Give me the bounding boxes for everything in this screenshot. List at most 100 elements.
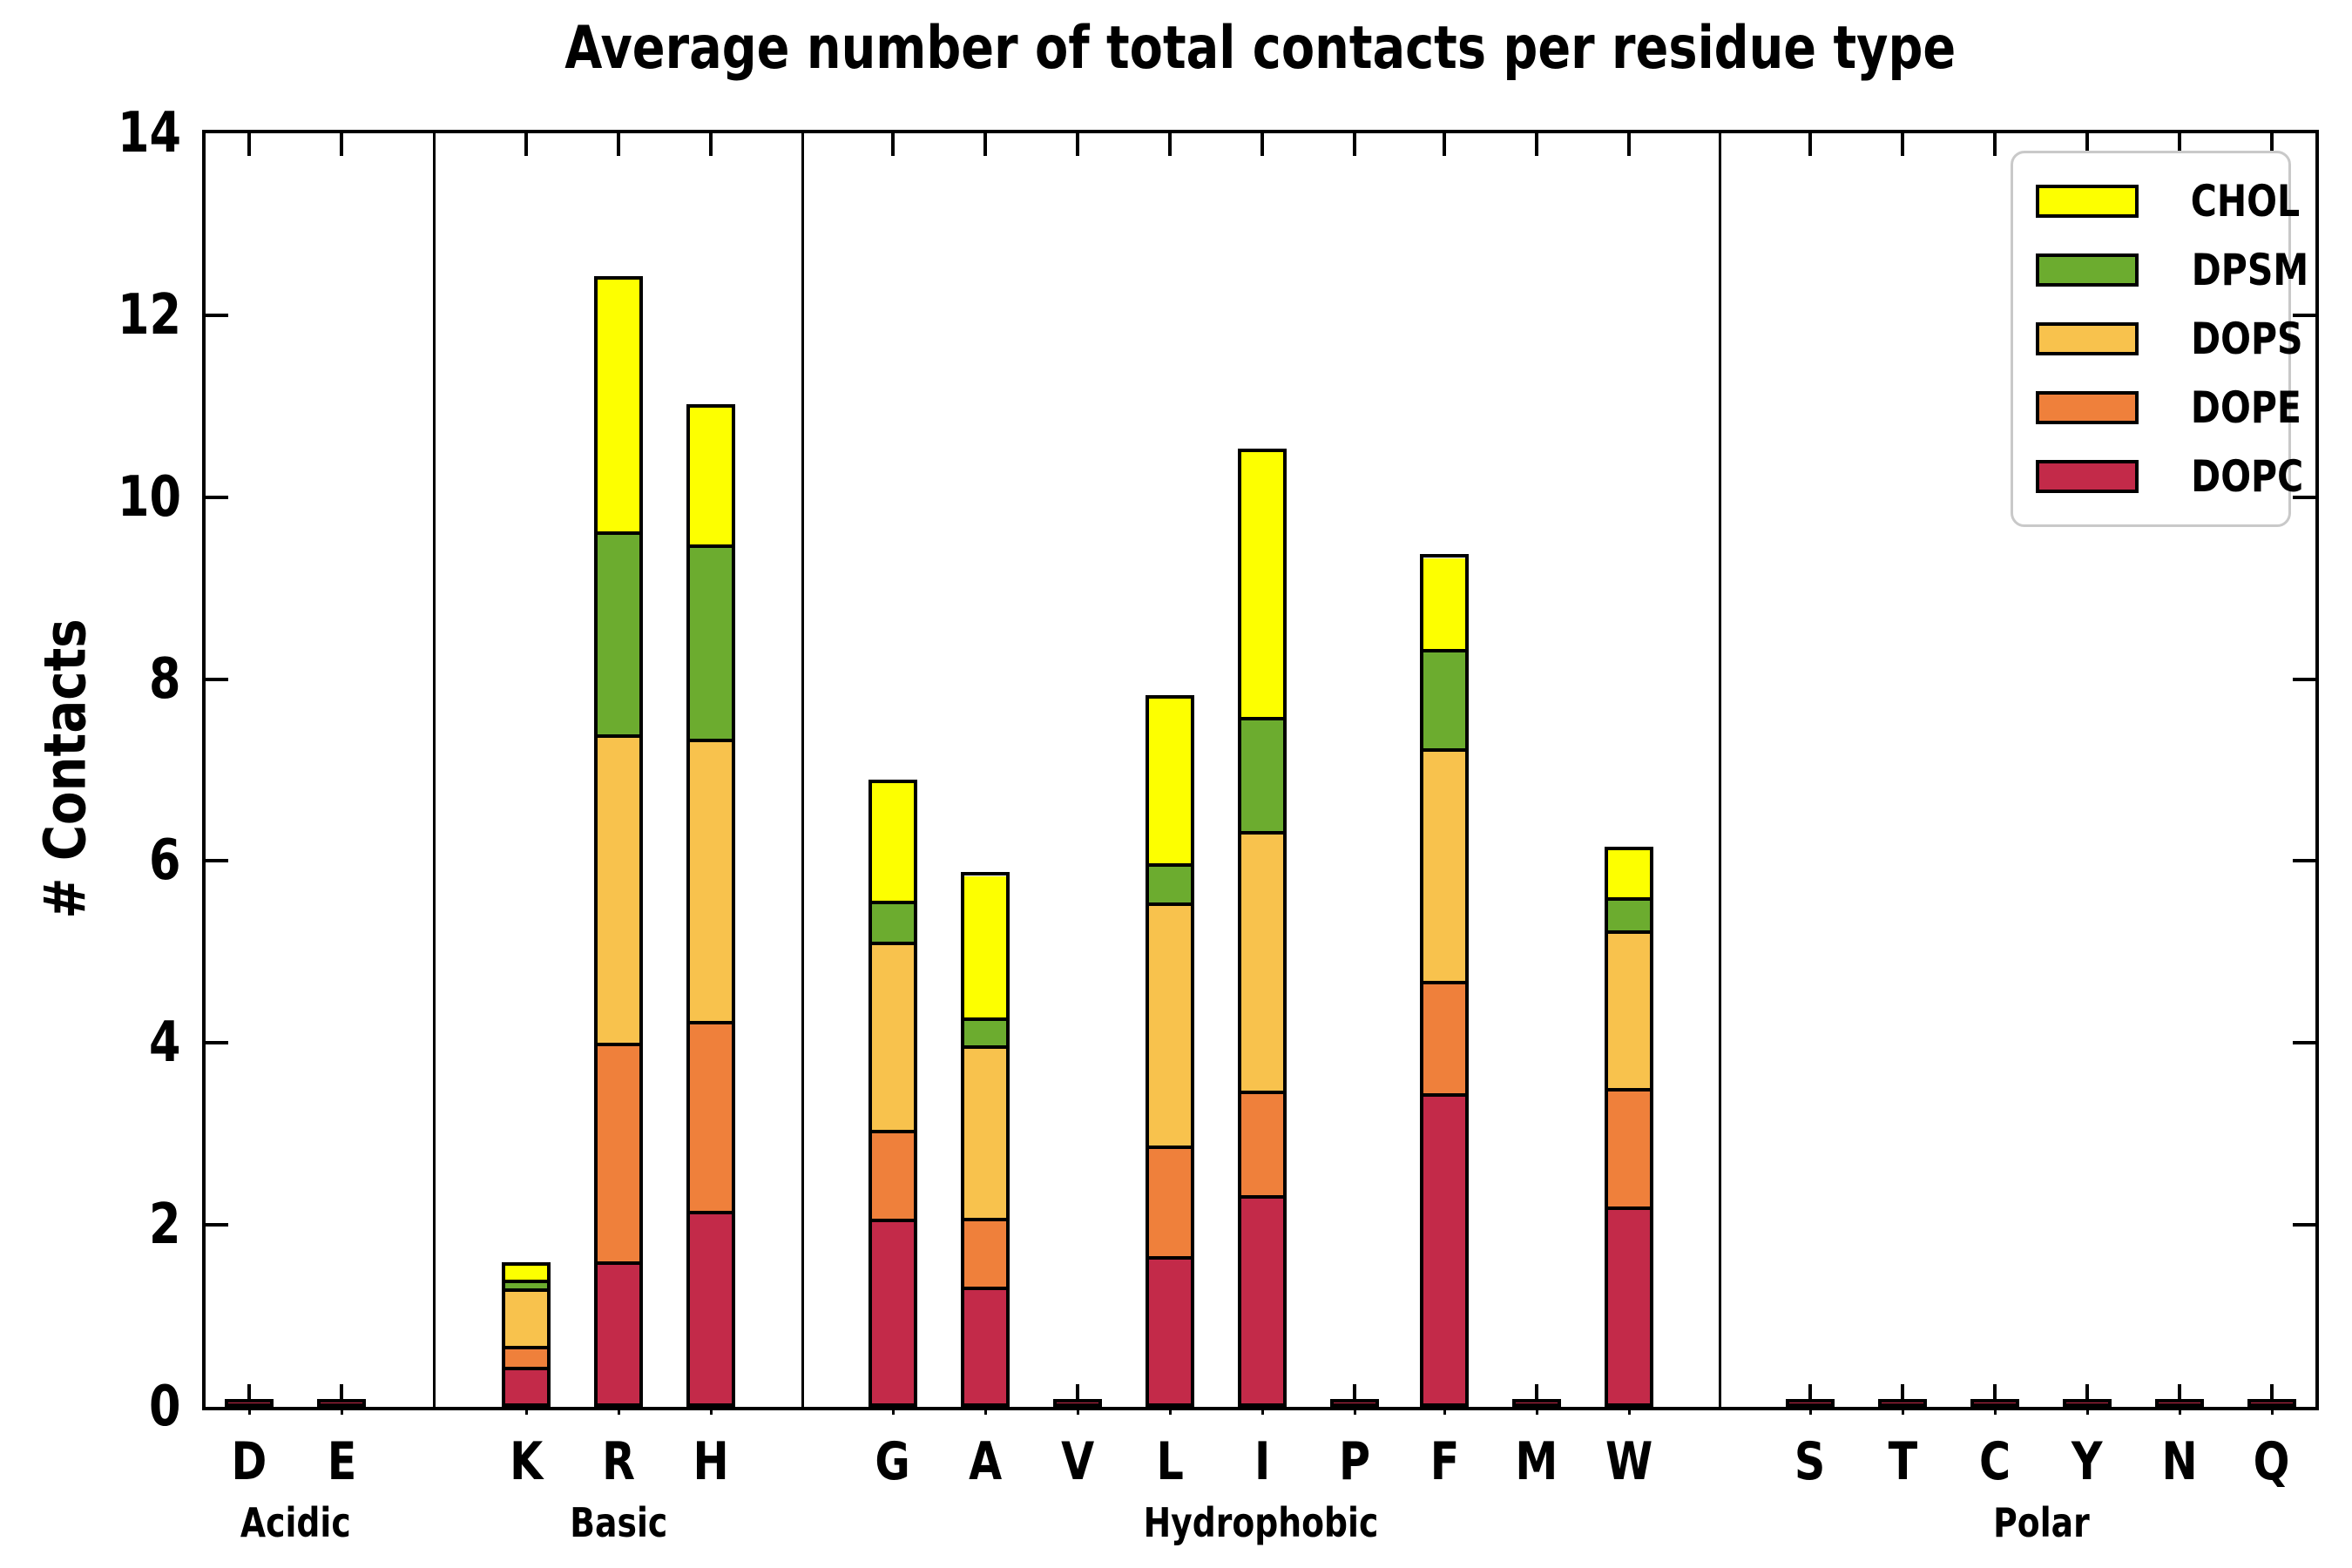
y-axis-tick-label: 2	[51, 1193, 181, 1256]
y-axis-label: # Contacts	[31, 618, 99, 919]
bar-segment-L-DOPE	[1149, 1146, 1191, 1256]
bar-segment-I-DOPE	[1241, 1091, 1283, 1196]
plot-area	[202, 130, 2319, 1410]
legend-label-DOPS: DOPS	[2179, 314, 2315, 364]
x-axis-category-label: L	[1109, 1433, 1231, 1490]
x-axis-tick	[2178, 133, 2181, 156]
chart-title: Average number of total contacts per res…	[564, 14, 1957, 83]
x-axis-tick	[1353, 133, 1356, 156]
x-axis-tick	[2085, 1384, 2089, 1407]
x-axis-tick-nub	[617, 1407, 620, 1415]
x-axis-category-label: D	[188, 1433, 310, 1490]
y-axis-tick	[2293, 859, 2315, 862]
x-axis-category-label: E	[280, 1433, 402, 1490]
bar-segment-G-CHOL	[872, 783, 914, 901]
x-axis-tick-nub	[2270, 1407, 2274, 1415]
y-axis-tick-label-text: 14	[117, 101, 181, 166]
x-axis-tick	[1808, 1384, 1812, 1407]
bar-segment-L-DOPC	[1149, 1256, 1191, 1403]
group-separator-line	[433, 133, 436, 1407]
legend-item-DOPE: DOPE	[2036, 382, 2301, 433]
x-axis-category-label-text: F	[1429, 1431, 1459, 1492]
legend: CHOL DPSM DOPS DOPE DOPC	[2011, 151, 2308, 527]
x-axis-group-label-text: Hydrophobic	[1143, 1499, 1379, 1546]
x-axis-category-label: S	[1749, 1433, 1871, 1490]
x-axis-tick-nub	[709, 1407, 713, 1415]
bar-S	[1786, 1399, 1835, 1407]
x-axis-category-label-text: D	[231, 1431, 267, 1492]
y-axis-tick-label: 8	[51, 648, 181, 711]
x-axis-group-label-text: Polar	[1992, 1499, 2090, 1546]
x-axis-tick-nub	[1993, 1407, 1997, 1415]
legend-swatch-CHOL	[2036, 185, 2139, 219]
legend-label-text: DPSM	[2191, 245, 2309, 296]
x-axis-tick	[247, 1384, 251, 1407]
x-axis-category-label: W	[1568, 1433, 1690, 1490]
bar-Q	[2247, 1399, 2296, 1407]
bar-segment-F-DOPE	[1423, 981, 1465, 1093]
legend-label-text: DOPS	[2191, 313, 2303, 364]
x-axis-tick	[247, 133, 251, 156]
y-axis-tick-label-text: 6	[149, 828, 181, 893]
y-axis-tick-label-text: 8	[149, 647, 181, 712]
y-axis-tick	[2293, 678, 2315, 681]
x-axis-tick-nub	[1076, 1407, 1079, 1415]
x-axis-category-label: H	[650, 1433, 772, 1490]
x-axis-tick-nub	[1901, 1407, 1904, 1415]
bar-C	[1970, 1399, 2019, 1407]
legend-swatch-DOPS	[2036, 321, 2139, 355]
bar-segment-W-DOPE	[1608, 1087, 1650, 1207]
bar-segment-Q-DOPC	[2251, 1402, 2293, 1403]
bar-segment-W-CHOL	[1608, 850, 1650, 897]
legend-label-text: CHOL	[2190, 176, 2301, 227]
bar-segment-I-DPSM	[1241, 716, 1283, 831]
bar-segment-G-DOPE	[872, 1130, 914, 1219]
x-axis-tick	[1993, 133, 1997, 156]
x-axis-tick-nub	[340, 1407, 343, 1415]
x-axis-tick	[891, 133, 895, 156]
x-axis-category-label-text: E	[327, 1431, 356, 1492]
legend-label-text: DOPC	[2191, 450, 2304, 502]
bar-I	[1238, 449, 1287, 1407]
legend-label-DOPE: DOPE	[2179, 382, 2314, 433]
x-axis-tick	[2270, 133, 2274, 156]
x-axis-category-label: V	[1017, 1433, 1139, 1490]
bar-G	[868, 780, 917, 1407]
bar-segment-E-DOPC	[321, 1402, 362, 1403]
bar-E	[317, 1399, 366, 1407]
legend-label-DOPC: DOPC	[2179, 451, 2315, 502]
legend-swatch-DOPE	[2036, 390, 2139, 424]
x-axis-tick	[1076, 1384, 1079, 1407]
x-axis-category-label: K	[465, 1433, 587, 1490]
bar-segment-Y-DOPC	[2066, 1402, 2108, 1403]
x-axis-tick	[1076, 133, 1079, 156]
bar-segment-D-DOPC	[228, 1402, 270, 1403]
bar-A	[961, 872, 1010, 1407]
legend-item-DOPS: DOPS	[2036, 314, 2303, 364]
x-axis-tick	[1535, 1384, 1538, 1407]
bar-segment-C-DOPC	[1974, 1402, 2016, 1403]
y-axis-tick-label: 10	[51, 466, 181, 529]
x-axis-tick-nub	[891, 1407, 895, 1415]
bar-segment-R-DPSM	[598, 531, 639, 734]
x-axis-tick-nub	[1535, 1407, 1538, 1415]
y-axis-tick	[206, 496, 228, 499]
bar-segment-F-DOPS	[1423, 748, 1465, 981]
x-axis-tick	[1901, 133, 1904, 156]
bar-segment-M-DOPC	[1516, 1402, 1558, 1403]
x-axis-category-label-text: S	[1794, 1431, 1826, 1492]
y-axis-tick-label: 6	[51, 829, 181, 892]
y-axis-tick	[2293, 1041, 2315, 1044]
bar-Y	[2063, 1399, 2112, 1407]
x-axis-tick-nub	[2178, 1407, 2181, 1415]
x-axis-tick	[2178, 1384, 2181, 1407]
bar-segment-F-CHOL	[1423, 558, 1465, 649]
legend-swatch-DPSM	[2036, 253, 2139, 287]
x-axis-tick-nub	[1260, 1407, 1264, 1415]
bar-segment-N-DOPC	[2159, 1402, 2200, 1403]
x-axis-tick	[1260, 133, 1264, 156]
x-axis-category-label: N	[2119, 1433, 2240, 1490]
x-axis-tick	[340, 1384, 343, 1407]
x-axis-group-label: Acidic	[78, 1500, 513, 1545]
